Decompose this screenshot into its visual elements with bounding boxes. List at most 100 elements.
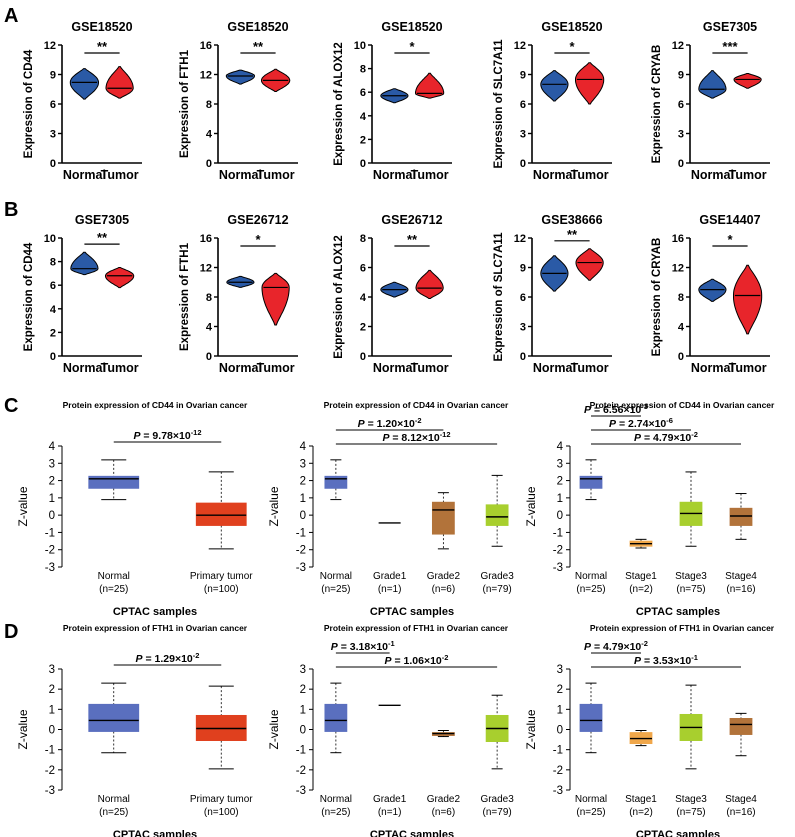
y-tick-label: 8 — [206, 99, 212, 111]
p-value-label: P = 3.18×10-1 — [331, 639, 395, 653]
y-tick-label: 0 — [360, 351, 366, 363]
x-tick-count: (n=6) — [432, 807, 456, 818]
y-tick-label: 6 — [360, 263, 366, 275]
y-tick-label: 8 — [678, 292, 684, 304]
y-tick-label: 0 — [557, 510, 563, 522]
significance-label: *** — [722, 39, 738, 54]
x-tick-count: (n=25) — [576, 584, 605, 595]
violin-chart-b4: GSE38666 0 3 6 9 12 Expression of SLC7A11 Norma… — [493, 213, 612, 375]
chart-title: GSE14407 — [699, 213, 760, 227]
violin-normal — [70, 251, 99, 276]
y-tick-label: -2 — [296, 545, 306, 557]
y-tick-label: 0 — [520, 351, 526, 363]
box-normal — [88, 475, 140, 489]
x-tick-label: Stage1 — [625, 794, 657, 805]
y-tick-label: 6 — [678, 99, 684, 111]
y-tick-label: -1 — [296, 527, 306, 539]
x-tick-label: Normal — [320, 794, 352, 805]
x-tick-label: Tumor — [729, 168, 767, 182]
p-value-label: P = 4.79×10-2 — [634, 430, 698, 444]
x-tick-count: (n=6) — [432, 584, 456, 595]
y-tick-label: 4 — [557, 441, 564, 453]
panel-letter-a: A — [4, 5, 18, 27]
y-tick-label: 3 — [49, 664, 55, 676]
x-tick-label: Normal — [219, 361, 262, 375]
y-tick-label: 3 — [678, 129, 684, 141]
violin-normal — [698, 70, 727, 99]
x-tick-label: Tumor — [257, 168, 295, 182]
y-tick-label: 12 — [514, 233, 526, 245]
x-tick-label: Tumor — [411, 361, 449, 375]
chart-title: GSE18520 — [381, 20, 442, 34]
violin-chart-b2: GSE26712 0 4 8 12 16 Expression of FTH1 NormalT… — [179, 213, 298, 375]
y-tick-label: 2 — [360, 134, 366, 146]
x-axis-label: CPTAC samples — [113, 829, 197, 837]
x-tick-label: Normal — [575, 794, 607, 805]
y-tick-label: -3 — [553, 562, 563, 574]
x-tick-label: Normal — [575, 571, 607, 582]
y-tick-label: 2 — [49, 684, 55, 696]
violin-chart-b1: GSE7305 0 2 4 6 8 10 Expression of CD44 NormalTu… — [23, 213, 142, 375]
x-tick-count: (n=25) — [576, 807, 605, 818]
y-tick-label: -3 — [296, 562, 306, 574]
significance-label: * — [569, 39, 575, 54]
violin-chart-b3: GSE26712 0 2 4 6 8 Expression of ALOX12 NormalT… — [333, 213, 452, 375]
box-normal — [88, 703, 140, 732]
violin-tumor — [415, 72, 445, 99]
violin-normal — [540, 70, 569, 102]
y-tick-label: 0 — [49, 725, 55, 737]
y-axis-label: Z-value — [16, 709, 30, 749]
x-tick-label: Tumor — [571, 361, 609, 375]
y-tick-label: 16 — [672, 233, 684, 245]
x-tick-count: (n=75) — [676, 807, 705, 818]
box-chart-c3: Protein expression of CD44 in Ovarian ca… — [524, 400, 775, 618]
y-tick-label: -3 — [296, 785, 306, 797]
box-normal — [579, 703, 603, 732]
x-tick-count: (n=25) — [321, 807, 350, 818]
significance-label: ** — [97, 39, 108, 54]
chart-title: GSE26712 — [227, 213, 288, 227]
p-value-label: P = 9.78×10-12 — [133, 428, 201, 442]
y-tick-label: -1 — [553, 745, 563, 757]
p-value-label: P = 1.29×10-2 — [136, 651, 200, 665]
y-tick-label: -3 — [553, 785, 563, 797]
y-tick-label: 16 — [200, 233, 212, 245]
y-tick-label: -2 — [45, 765, 55, 777]
y-tick-label: 0 — [520, 158, 526, 170]
x-tick-label: Normal — [98, 571, 130, 582]
y-tick-label: 10 — [354, 40, 366, 52]
p-value-label: P = 3.53×10-1 — [634, 653, 698, 667]
y-tick-label: 0 — [678, 158, 684, 170]
x-tick-label: Tumor — [571, 168, 609, 182]
chart-title: GSE18520 — [541, 20, 602, 34]
y-tick-label: 1 — [49, 493, 55, 505]
violin-normal — [69, 68, 99, 100]
x-tick-count: (n=25) — [99, 584, 128, 595]
violin-tumor — [105, 267, 135, 289]
violin-chart-a3: GSE18520 0 2 4 6 8 10 Expression of ALOX12 Norma… — [333, 20, 452, 182]
x-tick-count: (n=16) — [726, 807, 755, 818]
violin-tumor — [261, 272, 290, 326]
x-tick-count: (n=25) — [99, 807, 128, 818]
x-axis-label: CPTAC samples — [636, 606, 720, 618]
x-tick-label: Normal — [533, 361, 576, 375]
y-tick-label: 12 — [200, 70, 212, 82]
y-tick-label: 0 — [678, 351, 684, 363]
x-tick-count: (n=2) — [629, 584, 653, 595]
y-axis-label: Expression of CD44 — [23, 49, 35, 158]
panel-letter-c: C — [4, 395, 18, 417]
x-tick-label: Tumor — [729, 361, 767, 375]
y-tick-label: 8 — [50, 257, 56, 269]
chart-title: GSE7305 — [703, 20, 757, 34]
chart-title: Protein expression of FTH1 in Ovarian ca… — [590, 623, 775, 633]
x-axis-label: CPTAC samples — [636, 829, 720, 837]
y-tick-label: 2 — [360, 322, 366, 334]
x-tick-label: Normal — [373, 361, 416, 375]
y-tick-label: 2 — [557, 684, 563, 696]
box-stage4 — [729, 718, 753, 735]
y-axis-label: Expression of FTH1 — [179, 49, 191, 158]
y-tick-label: -1 — [45, 527, 55, 539]
box-normal — [579, 475, 603, 489]
y-tick-label: -1 — [553, 527, 563, 539]
y-tick-label: 6 — [520, 99, 526, 111]
